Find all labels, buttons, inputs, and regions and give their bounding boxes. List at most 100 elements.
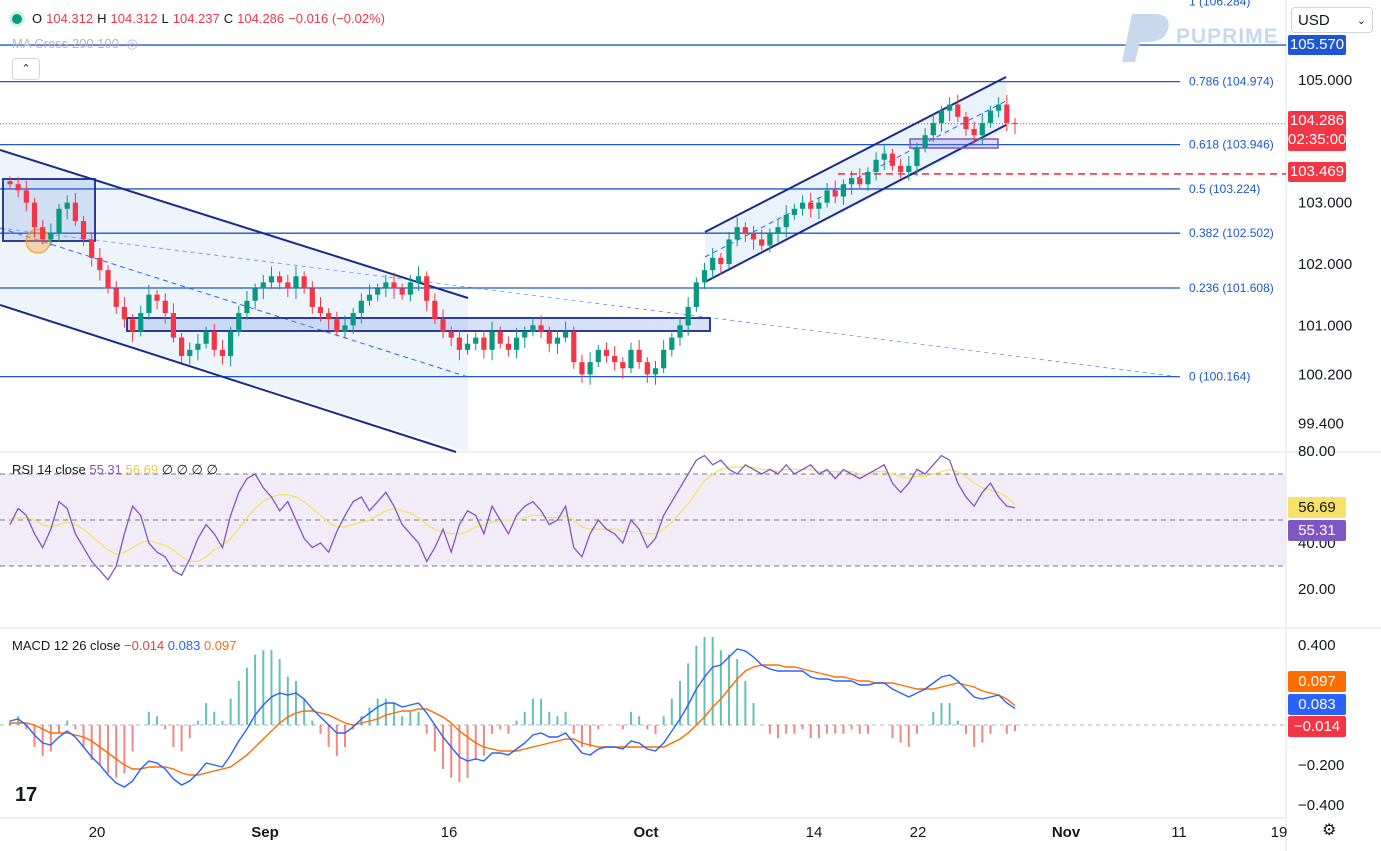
candle-body [554, 337, 561, 344]
candle-body [791, 208, 797, 215]
ascending-channel-upper [704, 76, 1007, 233]
candle-body [129, 319, 136, 332]
candle-body [750, 233, 757, 240]
candle-body [742, 227, 748, 234]
candle-body [40, 227, 46, 240]
time-tick-label: 14 [806, 824, 823, 841]
candle-body [685, 306, 691, 326]
candle-body [448, 331, 454, 338]
candle-body [979, 122, 985, 136]
candle-body [628, 349, 634, 369]
candle-body [832, 190, 838, 197]
alert-price-tag: 103.469 [1288, 162, 1346, 182]
candle-body [301, 276, 307, 289]
tradingview-logo[interactable]: 17 [15, 784, 38, 806]
time-tick-label: 20 [89, 824, 106, 841]
macd-signal-value: 0.097 [203, 638, 237, 653]
macd-legend[interactable]: MACD 12 26 close −0.014 0.083 0.097 [12, 638, 237, 653]
fib-label-0.236: 0.236 (101.608) [1189, 281, 1274, 295]
candle-body [7, 181, 13, 185]
fib-label-0.382: 0.382 (102.502) [1189, 226, 1274, 240]
macd-title: MACD [12, 638, 51, 653]
currency-select[interactable]: USD ⌄ [1291, 7, 1373, 33]
rsi-legend[interactable]: RSI 14 close 55.31 56.69 ∅ ∅ ∅ ∅ [12, 462, 218, 478]
candle-body [799, 202, 806, 209]
puprime-logo-text: PUPRIME [1176, 25, 1279, 48]
candle-body [326, 313, 332, 320]
candle-body [440, 319, 446, 332]
candle-body [497, 331, 503, 344]
candle-body [906, 165, 912, 172]
candle-body [293, 276, 299, 289]
candle-body [268, 276, 275, 283]
collapse-legend-button[interactable]: ⌃ [12, 58, 40, 80]
candle-body [612, 355, 618, 363]
rectangle-zone [2, 178, 96, 242]
macd-histogram [9, 637, 1016, 783]
candle-body [587, 362, 593, 375]
candle-body [64, 202, 70, 209]
candle-body [105, 270, 111, 289]
candle-body [72, 202, 78, 222]
fib-label-1: 1 (106.284) [1189, 0, 1250, 8]
candle-body [309, 288, 315, 307]
eye-hidden-icon[interactable]: ◎ [126, 36, 138, 51]
candle-body [244, 300, 250, 314]
candle-body [816, 202, 822, 209]
time-tick-label: Nov [1052, 824, 1081, 841]
candle-body [358, 300, 364, 314]
low-label: L [161, 11, 169, 26]
support-zone [126, 317, 711, 332]
close-label: C [223, 11, 234, 26]
macd-signal-tag: 0.097 [1288, 671, 1346, 692]
price-tick-label: 103.000 [1298, 195, 1352, 212]
candle-body [824, 190, 830, 203]
currency-value: USD [1298, 12, 1330, 29]
candle-body [603, 349, 610, 356]
candle-body [15, 184, 21, 191]
candle-body [996, 104, 1002, 111]
candle-body [661, 349, 667, 369]
candle-body [399, 288, 405, 295]
candle-body [644, 362, 650, 375]
candle-body [162, 300, 168, 314]
candle-body [505, 343, 512, 350]
macd-tick-label: −0.400 [1298, 797, 1344, 814]
candle-body [783, 214, 789, 228]
current-price-tag: 104.286 02:35:00 [1288, 111, 1346, 151]
candle-body [938, 110, 945, 123]
candle-body [407, 282, 413, 295]
candle-body [481, 337, 487, 350]
candle-body [80, 221, 87, 240]
candle-body [620, 362, 626, 369]
candle-body [595, 349, 601, 363]
candle-body [955, 104, 961, 117]
rsi-title: RSI [12, 462, 34, 477]
candle-body [563, 331, 569, 338]
candle-body [391, 282, 397, 289]
gear-icon[interactable]: ⚙ [1322, 822, 1337, 839]
price-tick-label: 101.000 [1298, 317, 1352, 334]
price-tick-label: 102.000 [1298, 256, 1352, 273]
rsi-sma-tag: 56.69 [1288, 497, 1346, 518]
open-value: 104.312 [46, 11, 94, 26]
candle-body [366, 294, 373, 301]
price-tick-label: 99.400 [1298, 415, 1344, 432]
rsi-params: 14 close [37, 462, 86, 477]
bar-countdown: 02:35:00 [1288, 131, 1347, 148]
candle-body [693, 282, 699, 307]
candle-body [228, 331, 234, 356]
candle-body [865, 171, 871, 185]
candle-body [317, 306, 324, 314]
candle-body [767, 233, 773, 246]
candle-body [277, 276, 283, 283]
candle-body [48, 233, 54, 240]
candle-body [97, 257, 103, 271]
candle-body [963, 116, 969, 130]
candle-body [178, 337, 185, 356]
ma-cross-label: MA Cross 200 100 [12, 36, 119, 51]
candle-body [1004, 104, 1010, 123]
ma-cross-legend[interactable]: MA Cross 200 100 ◎ [12, 36, 138, 52]
high-label: H [97, 11, 107, 26]
